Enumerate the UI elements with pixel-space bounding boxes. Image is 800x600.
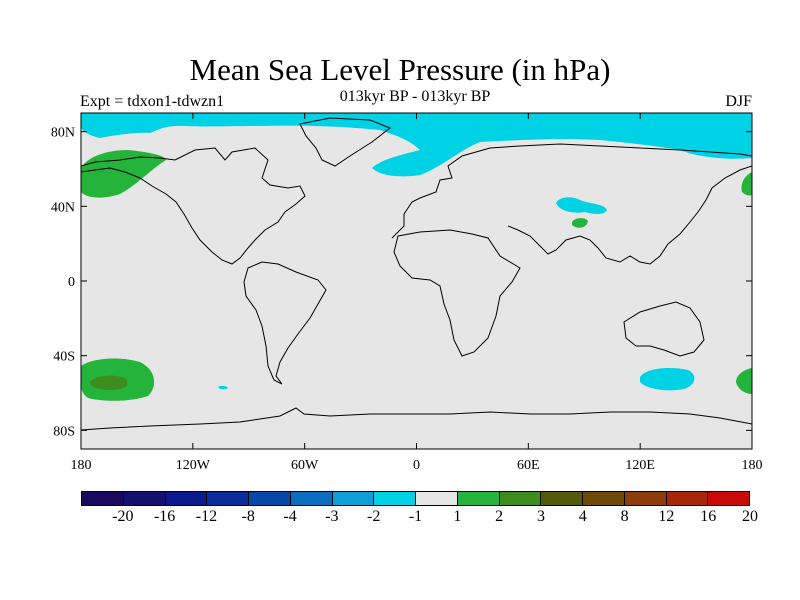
asia-positive-anomaly: [572, 218, 588, 228]
greenland-coastline: [299, 117, 391, 167]
x-tick-label: 180: [742, 458, 763, 473]
south-pacific-core-anomaly: [90, 375, 128, 390]
tibet-negative-anomaly: [556, 197, 607, 214]
colorbar-label: 20: [742, 508, 758, 525]
south-america-coastline: [243, 261, 327, 385]
colorbar-label: -12: [195, 508, 218, 525]
colorbar-label: 2: [495, 508, 504, 525]
east-pacific-positive-anomaly: [741, 172, 752, 196]
colorbar-label: -3: [325, 508, 339, 525]
y-tick-label: 0: [68, 275, 75, 290]
x-tick-label: 0: [413, 458, 420, 473]
season-label: DJF: [725, 93, 752, 110]
colorbar-label: -1: [408, 508, 423, 525]
colorbar-swatch: [416, 492, 458, 505]
colorbar-swatch: [207, 492, 249, 505]
x-tick-label: 120W: [176, 458, 211, 473]
map-title: Mean Sea Level Pressure (in hPa): [189, 52, 611, 87]
small-negative-anomaly: [218, 385, 228, 390]
colorbar-swatch: [332, 492, 375, 505]
colorbar-label: -8: [241, 508, 255, 525]
colorbar-swatch: [624, 492, 667, 505]
axis-ticks: [80, 113, 753, 449]
africa-coastline: [393, 229, 521, 357]
experiment-label: Expt = tdxon1-tdwzn1: [80, 93, 225, 110]
colorbar-swatch: [82, 492, 124, 505]
colorbar-label: 12: [658, 508, 675, 525]
tasman-positive-anomaly: [736, 368, 752, 394]
arctic-negative-anomaly: [81, 113, 752, 177]
x-tick-label: 60E: [517, 458, 540, 473]
colorbar-swatch: [123, 492, 166, 505]
y-tick-label: 80S: [53, 424, 75, 439]
x-tick-label: 180: [71, 458, 92, 473]
y-tick-label: 40N: [51, 200, 75, 215]
australia-coastline: [623, 301, 705, 357]
colorbar-swatch: [499, 492, 542, 505]
y-tick-label: 40S: [53, 350, 75, 365]
colorbar-swatch: [541, 492, 583, 505]
colorbar-label: -20: [112, 508, 134, 525]
coastlines: [81, 117, 752, 431]
colorbar-swatch: [249, 492, 291, 505]
x-tick-label: 60W: [291, 458, 319, 473]
colorbar-swatch: [666, 492, 709, 505]
colorbar-label: -2: [367, 508, 381, 525]
y-tick-label: 80N: [51, 126, 75, 141]
colorbar-label: 8: [620, 508, 629, 525]
colorbar-swatch: [457, 492, 500, 505]
colorbar-swatch: [583, 492, 625, 505]
colorbar: [81, 491, 750, 506]
colorbar-swatch: [290, 492, 333, 505]
anomaly-fields: [81, 113, 752, 401]
colorbar-swatch: [374, 492, 416, 505]
colorbar-label: 4: [578, 508, 587, 525]
colorbar-label: 1: [453, 508, 462, 525]
colorbar-label: -4: [283, 508, 297, 525]
antarctica-coastline: [81, 407, 752, 431]
colorbar-label: 3: [536, 508, 545, 525]
colorbar-swatch: [708, 492, 749, 505]
map-subtitle: 013kyr BP - 013kyr BP: [339, 88, 491, 105]
axis-tick-labels: 180 120W 60W 0 60E 120E 180 80N 40N 0 40S 80S: [51, 126, 763, 473]
eurasia-coastline: [391, 143, 752, 265]
colorbar-label: -16: [153, 508, 176, 525]
colorbar-label: 16: [700, 508, 717, 525]
colorbar-swatch: [165, 492, 208, 505]
north-america-coastline: [81, 147, 306, 265]
x-tick-label: 120E: [625, 458, 655, 473]
southern-ocean-negative-anomaly: [640, 368, 695, 391]
